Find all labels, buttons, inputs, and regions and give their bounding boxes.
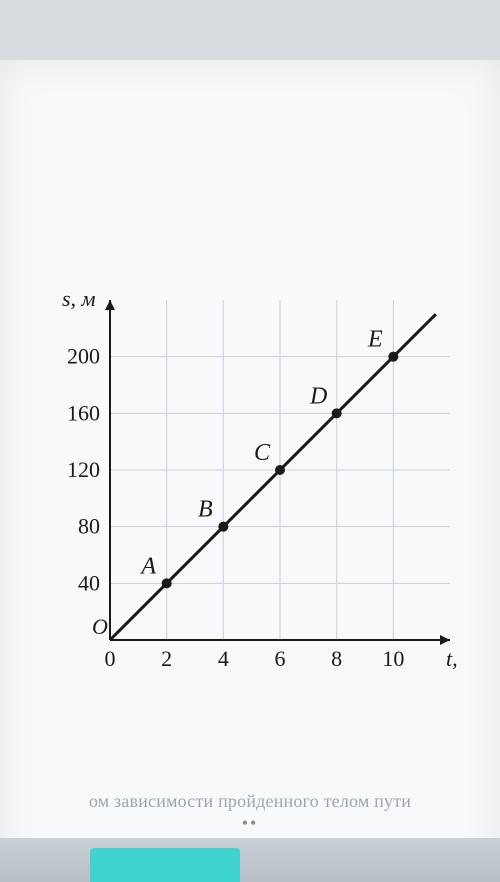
data-point: [388, 352, 398, 362]
chart-container: 0 2 4 6 8 10 40 80 120 160 200 s, м t, с O A B C D E: [40, 270, 460, 690]
x-tick-label: 8: [331, 646, 342, 671]
data-point: [275, 465, 285, 475]
y-tick-label: 160: [67, 400, 100, 425]
data-point: [162, 578, 172, 588]
paper-background: 0 2 4 6 8 10 40 80 120 160 200 s, м t, с O A B C D E ом за…: [0, 60, 500, 882]
y-axis-arrow: [105, 300, 115, 310]
point-label: E: [367, 327, 383, 353]
caption-text: ом зависимости пройденного телом пути: [0, 791, 500, 812]
bottom-bar: [0, 838, 500, 882]
origin-label: O: [92, 614, 108, 639]
teal-button[interactable]: [90, 848, 240, 882]
x-tick-label: 6: [275, 646, 286, 671]
x-axis-label: t, с: [446, 646, 460, 671]
point-label: D: [309, 383, 327, 409]
point-label: C: [254, 440, 271, 466]
chart-svg: 0 2 4 6 8 10 40 80 120 160 200 s, м t, с O A B C D E: [40, 270, 460, 690]
point-label: A: [139, 553, 156, 579]
y-axis-label: s, м: [62, 286, 96, 311]
data-point: [218, 522, 228, 532]
x-tick-label: 0: [105, 646, 116, 671]
y-tick-label: 80: [78, 514, 100, 539]
point-label: B: [198, 497, 213, 523]
pagination-dots: ••: [242, 813, 259, 834]
x-tick-label: 4: [218, 646, 229, 671]
x-tick-label: 10: [382, 646, 404, 671]
data-line: [110, 314, 436, 640]
y-tick-label: 120: [67, 457, 100, 482]
y-tick-label: 200: [67, 344, 100, 369]
y-tick-label: 40: [78, 570, 100, 595]
data-point: [332, 408, 342, 418]
x-axis-arrow: [440, 635, 450, 645]
x-tick-label: 2: [161, 646, 172, 671]
